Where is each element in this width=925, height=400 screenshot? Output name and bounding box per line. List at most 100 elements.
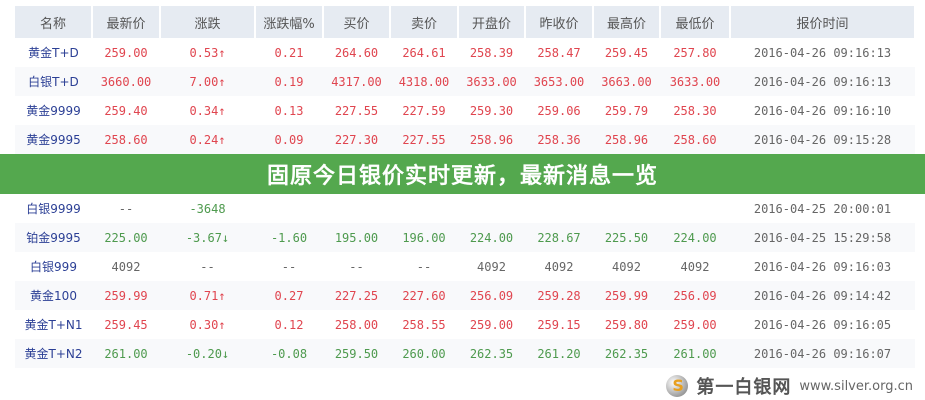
product-name-link[interactable]: 白银9999 — [26, 202, 81, 216]
quote-time: 2016-04-25 20:00:01 — [753, 201, 892, 216]
product-name-link[interactable]: 黄金100 — [15, 281, 92, 310]
price-cell: 258.55 — [402, 317, 446, 332]
table-row[interactable]: 黄金T+N1 259.45 0.30↑ 0.12 258.00 258.55 259.00 2… — [15, 310, 915, 339]
column-header[interactable]: 最低价 — [660, 6, 731, 38]
price-cell: 4092 — [680, 259, 710, 274]
price-cell: 0.13 — [274, 103, 304, 118]
price-cell: -1.60 — [255, 223, 323, 252]
price-cell: 259.00 — [104, 45, 148, 60]
price-cell: 259.28 — [525, 281, 593, 310]
product-name-link[interactable]: 黄金9995 — [15, 125, 92, 154]
price-cell: 259.79 — [604, 103, 649, 118]
table-row[interactable]: 铂金9995 225.00 -3.67↓ -1.60 195.00 196.00 224.0… — [15, 223, 915, 252]
price-cell: 261.20 — [525, 339, 593, 368]
product-name-link[interactable]: 黄金T+N2 — [15, 339, 92, 368]
column-header[interactable]: 名称 — [15, 6, 93, 38]
price-cell: 0.09 — [255, 125, 323, 154]
price-cell: 262.35 — [593, 339, 660, 368]
quote-time: 2016-04-26 09:16:07 — [730, 339, 915, 368]
price-cell: 7.00↑ — [160, 67, 255, 96]
product-name-link[interactable]: 铂金9995 — [15, 223, 92, 252]
price-cell: 195.00 — [323, 223, 390, 252]
column-header[interactable]: 开盘价 — [458, 6, 526, 38]
price-table: 名称 最新价 涨跌 涨跌幅% 买价 卖价 开盘价 昨收价 最高价 最低价 报价时间 黄金T+D 259… — [0, 6, 925, 368]
column-header[interactable]: 买价 — [323, 6, 391, 38]
price-cell: 259.00 — [469, 317, 514, 332]
price-cell: 259.06 — [537, 103, 581, 118]
headline-banner: 固原今日银价实时更新，最新消息一览 — [0, 154, 925, 194]
price-cell: 3653.00 — [525, 67, 593, 96]
price-cell: 225.50 — [593, 223, 660, 252]
product-name-link[interactable]: 黄金9999 — [26, 104, 81, 118]
price-cell: 259.99 — [92, 281, 160, 310]
price-cell: 4092 — [477, 259, 506, 274]
price-cell: 259.15 — [537, 317, 581, 332]
price-cell: 0.34↑ — [189, 103, 226, 118]
quote-time: 2016-04-26 09:16:03 — [753, 259, 892, 274]
price-cell: 224.00 — [458, 223, 525, 252]
column-header[interactable]: 涨跌幅% — [255, 6, 324, 38]
price-cell: 262.35 — [458, 339, 525, 368]
price-cell: 227.60 — [390, 281, 458, 310]
quote-time: 2016-04-26 09:16:13 — [730, 67, 915, 96]
price-cell: 225.00 — [92, 223, 160, 252]
price-cell: 259.00 — [673, 317, 717, 332]
price-cell: 0.27 — [255, 281, 323, 310]
price-cell: 0.71↑ — [160, 281, 255, 310]
price-cell: 0.53↑ — [189, 45, 226, 60]
price-cell: 4317.00 — [323, 67, 390, 96]
price-cell: 258.96 — [458, 125, 525, 154]
price-cell: -- — [349, 259, 364, 274]
price-cell: 259.99 — [593, 281, 660, 310]
table-row[interactable]: 白银9999 -- -3648 2016-04-25 20:00:01 — [15, 194, 915, 223]
quote-time: 2016-04-25 15:29:58 — [730, 223, 915, 252]
column-header[interactable]: 最新价 — [92, 6, 161, 38]
price-cell: 3660.00 — [92, 67, 160, 96]
quote-time: 2016-04-26 09:14:42 — [730, 281, 915, 310]
price-cell: -- — [118, 201, 134, 216]
product-name-link[interactable]: 白银999 — [30, 260, 77, 274]
price-cell: 4092 — [544, 259, 574, 274]
product-name-link[interactable]: 白银T+D — [15, 67, 92, 96]
lightning-icon: S — [672, 376, 684, 395]
table-row[interactable]: 黄金9995 258.60 0.24↑ 0.09 227.30 227.55 258.96 2… — [15, 125, 915, 154]
price-cell — [255, 194, 323, 223]
column-header[interactable]: 卖价 — [390, 6, 459, 38]
logo-mark: S — [666, 375, 689, 397]
product-name-link[interactable]: 黄金T+D — [28, 46, 79, 60]
price-cell: 258.96 — [593, 125, 660, 154]
price-cell: 227.59 — [402, 103, 446, 118]
price-cell: 224.00 — [660, 223, 730, 252]
price-cell: 259.45 — [604, 45, 649, 60]
price-cell: -- — [281, 259, 297, 274]
quote-time: 2016-04-26 09:16:05 — [753, 317, 892, 332]
price-cell: 3633.00 — [458, 67, 525, 96]
table-row[interactable]: 黄金T+D 259.00 0.53↑ 0.21 264.60 264.61 258.39 25… — [15, 38, 915, 67]
table-row[interactable]: 白银T+D 3660.00 7.00↑ 0.19 4317.00 4318.00 3633.… — [15, 67, 915, 96]
price-cell: -3.67↓ — [160, 223, 255, 252]
watermark-url: www.silver.org.cn — [799, 378, 913, 394]
price-cell: 0.30↑ — [189, 317, 226, 332]
column-header[interactable]: 昨收价 — [525, 6, 594, 38]
price-cell: 227.30 — [323, 125, 390, 154]
product-name-link[interactable]: 黄金T+N1 — [24, 318, 83, 332]
price-cell: 256.09 — [458, 281, 525, 310]
headline-title: 固原今日银价实时更新，最新消息一览 — [266, 164, 658, 189]
column-header[interactable]: 报价时间 — [730, 6, 916, 38]
price-cell: 196.00 — [390, 223, 458, 252]
price-cell: 0.24↑ — [160, 125, 255, 154]
price-cell: 257.80 — [673, 45, 717, 60]
column-header[interactable]: 最高价 — [593, 6, 661, 38]
table-row[interactable]: 黄金100 259.99 0.71↑ 0.27 227.25 227.60 256.09 25… — [15, 281, 915, 310]
price-cell: 227.55 — [334, 103, 379, 118]
column-header[interactable]: 涨跌 — [160, 6, 256, 38]
price-cell: 3663.00 — [593, 67, 660, 96]
price-cell: 0.21 — [274, 45, 304, 60]
table-row[interactable]: 黄金9999 259.40 0.34↑ 0.13 227.55 227.59 259.30 2… — [15, 96, 915, 125]
watermark-logo: S 第一白银网 www.silver.org.cn — [666, 374, 913, 398]
price-cell: 259.80 — [604, 317, 649, 332]
table-row[interactable]: 黄金T+N2 261.00 -0.20↓ -0.08 259.50 260.00 262.3… — [15, 339, 915, 368]
price-cell: 258.39 — [469, 45, 514, 60]
price-cell: 258.47 — [537, 45, 581, 60]
table-row[interactable]: 白银999 4092 -- -- -- -- 4092 4092 4092 4092 2016-04… — [15, 252, 915, 281]
